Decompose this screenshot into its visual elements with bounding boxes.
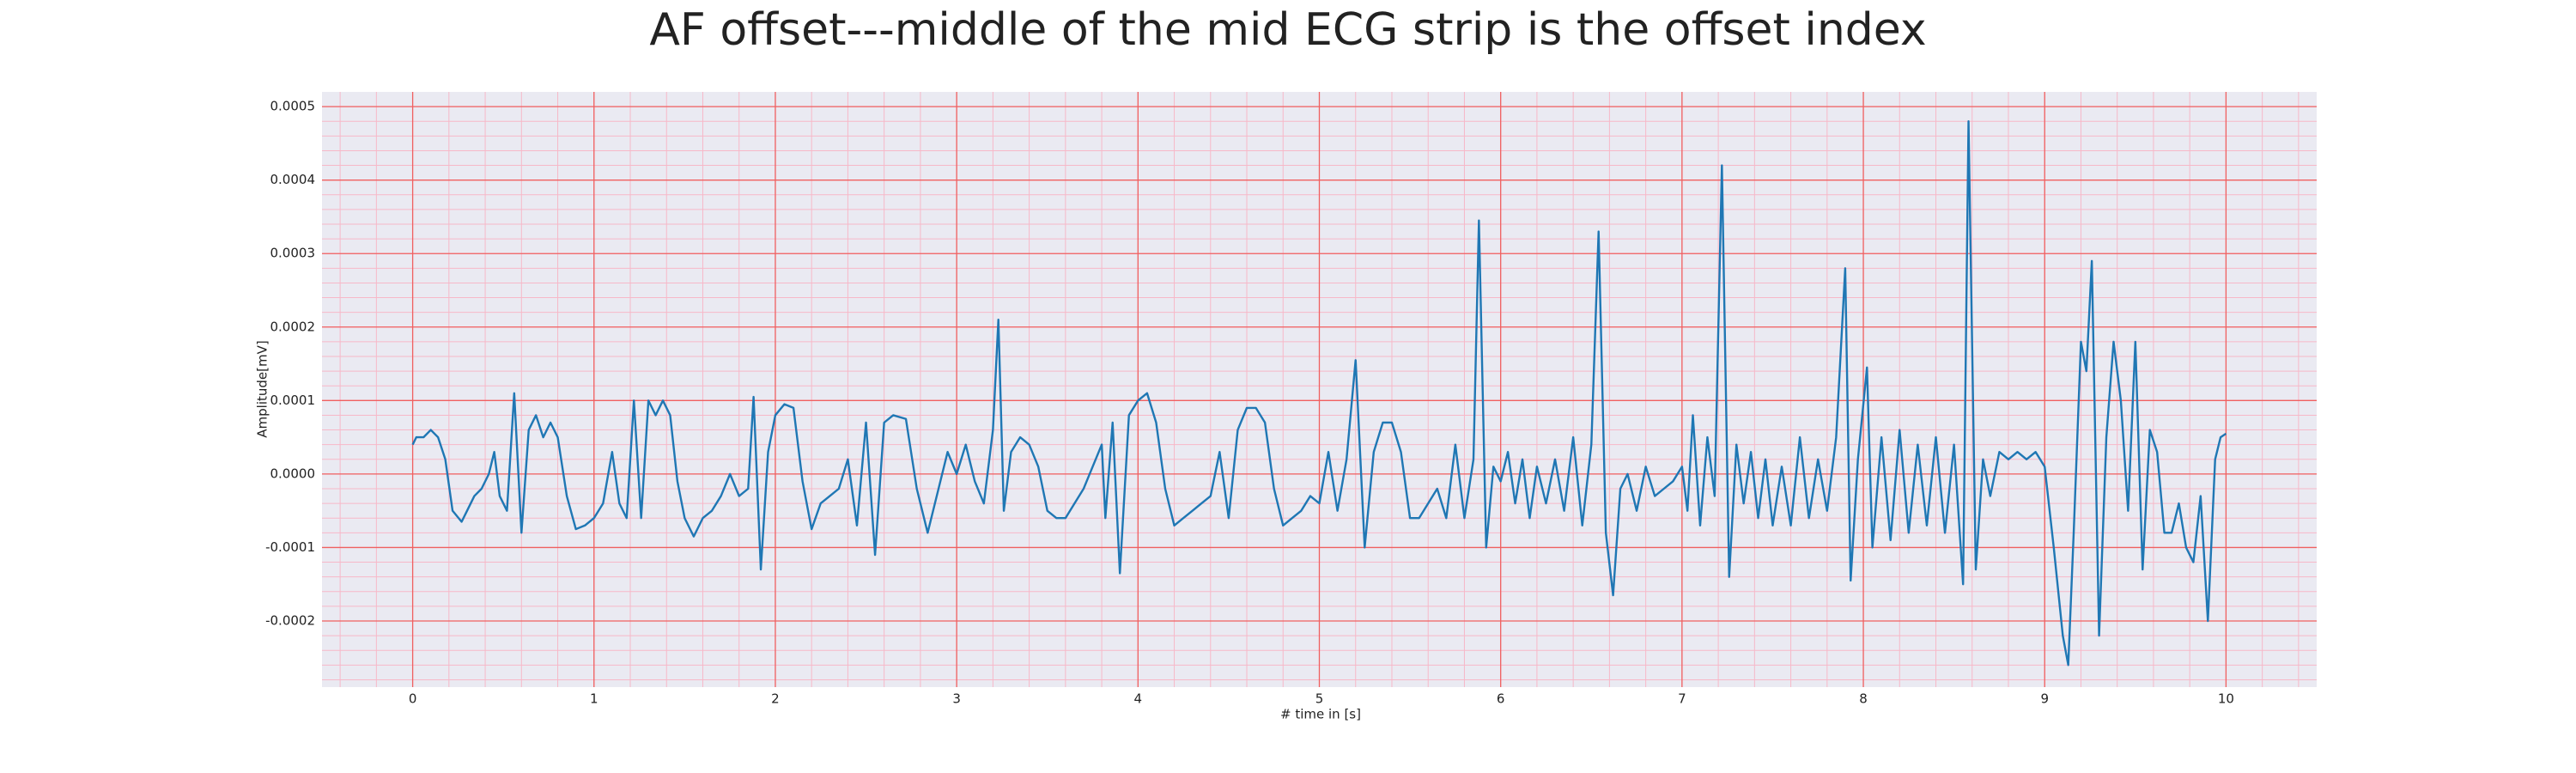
- x-tick-label: 5: [1315, 691, 1324, 707]
- x-tick-label: 3: [952, 691, 961, 707]
- chart-title: AF offset---middle of the mid ECG strip …: [649, 4, 1926, 56]
- y-tick-label: 0.0003: [270, 246, 316, 261]
- x-tick-label: 7: [1678, 691, 1686, 707]
- x-tick-label: 4: [1134, 691, 1143, 707]
- x-tick-label: 10: [2218, 691, 2234, 707]
- y-tick-label: 0.0004: [270, 172, 316, 187]
- y-tick-label: 0.0001: [270, 393, 316, 408]
- x-tick-label: 6: [1497, 691, 1505, 707]
- ecg-line: [411, 120, 2227, 666]
- x-tick-label: 0: [409, 691, 417, 707]
- y-tick-label: 0.0002: [270, 319, 316, 334]
- y-tick-label: 0.0005: [270, 99, 316, 114]
- y-tick-label: 0.0000: [270, 466, 316, 481]
- y-axis-label: Amplitude[mV]: [255, 340, 270, 437]
- y-tick-label: -0.0002: [265, 613, 315, 629]
- x-axis-label: # time in [s]: [1280, 707, 1361, 722]
- y-tick-label: -0.0001: [265, 539, 315, 555]
- x-tick-label: 8: [1859, 691, 1868, 707]
- x-tick-label: 2: [771, 691, 780, 707]
- x-tick-label: 9: [2040, 691, 2049, 707]
- x-tick-label: 1: [590, 691, 598, 707]
